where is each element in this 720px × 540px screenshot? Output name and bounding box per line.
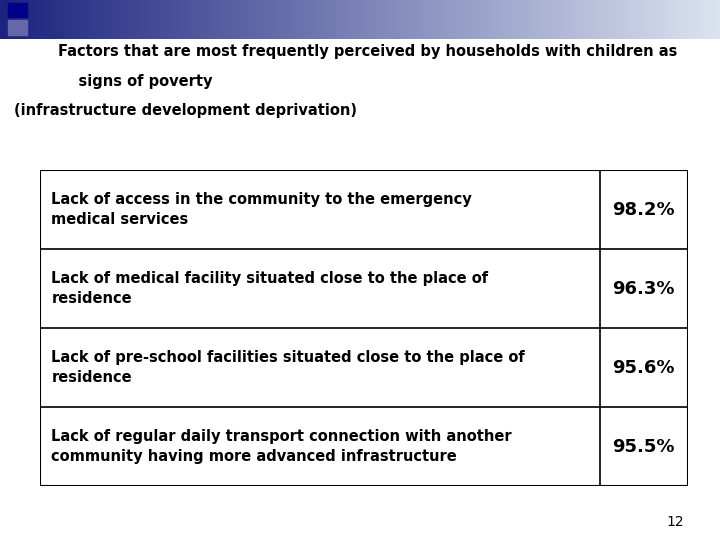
- Text: Lack of medical facility situated close to the place of
residence: Lack of medical facility situated close …: [51, 271, 488, 306]
- Bar: [8, 3, 27, 17]
- Text: Lack of access in the community to the emergency
medical services: Lack of access in the community to the e…: [51, 192, 472, 227]
- Text: Lack of regular daily transport connection with another
community having more ad: Lack of regular daily transport connecti…: [51, 429, 512, 464]
- Bar: [8, 20, 27, 35]
- Text: Lack of pre-school facilities situated close to the place of
residence: Lack of pre-school facilities situated c…: [51, 350, 525, 385]
- Text: 95.5%: 95.5%: [613, 437, 675, 456]
- Text: 98.2%: 98.2%: [613, 200, 675, 219]
- Text: (infrastructure development deprivation): (infrastructure development deprivation): [14, 103, 357, 118]
- Text: 95.6%: 95.6%: [613, 359, 675, 376]
- Text: Factors that are most frequently perceived by households with children as: Factors that are most frequently perceiv…: [58, 44, 677, 59]
- Text: signs of poverty: signs of poverty: [58, 74, 212, 89]
- Text: 96.3%: 96.3%: [613, 280, 675, 298]
- Text: 12: 12: [667, 515, 684, 529]
